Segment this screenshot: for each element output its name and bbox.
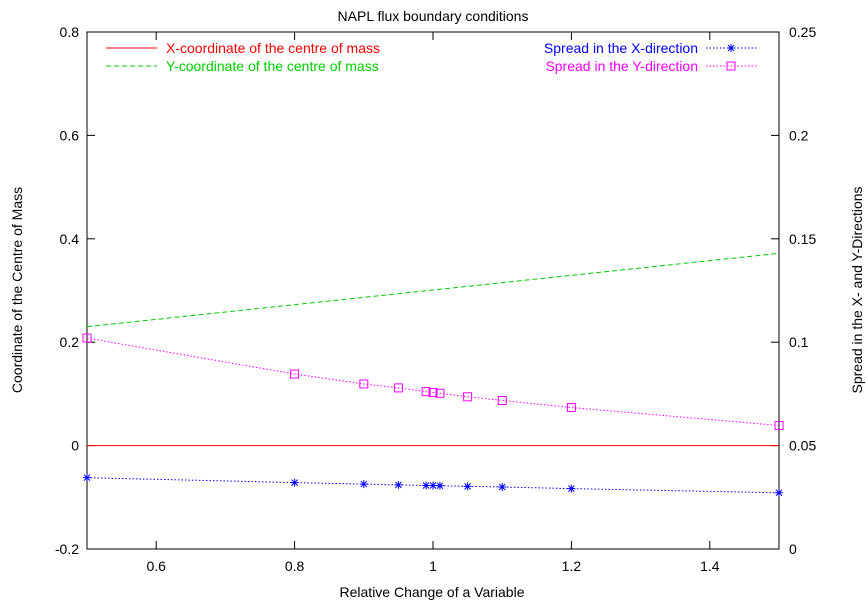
series-3-point (775, 488, 783, 497)
y-tick-label: 0.4 (60, 231, 80, 247)
y2-tick-label: 0.25 (789, 24, 816, 40)
series-4-point (497, 396, 507, 406)
plot-area: 0.6 0.8 1 1.2 1.4 -0.2 0 0.2 0.4 0.6 0.8 0 0.05 0.1 0.… (55, 24, 817, 574)
x-tick-label: 0.6 (146, 558, 166, 574)
y-axis-title: Coordinate of the Centre of Mass (9, 187, 25, 393)
series-line-4 (86, 337, 780, 426)
series-4-point (566, 403, 576, 413)
y2-tick-label: 0.15 (789, 231, 816, 247)
series-4-point (428, 387, 438, 397)
legend-left-label: X-coordinate of the centre of mass (166, 40, 380, 56)
series-3-point (83, 473, 91, 482)
legend-right-label: Spread in the Y-direction (545, 58, 698, 74)
y-tick-label: 0.6 (60, 127, 80, 143)
series-3-point (498, 482, 507, 491)
x-tick-label: 1 (429, 558, 437, 574)
y-tick-label: 0.2 (60, 334, 80, 350)
series-line-2 (86, 252, 780, 328)
series-4-point (290, 369, 300, 379)
x-tick-label: 1.4 (700, 558, 720, 574)
series-4-point (359, 379, 369, 389)
y-tick-label: 0 (71, 438, 79, 454)
series-4-point (435, 388, 445, 398)
y2-tick-label: 0 (789, 541, 797, 557)
series-4-point (393, 383, 403, 393)
x-tick-label: 1.2 (562, 558, 582, 574)
series-4-point (82, 333, 92, 343)
y2-tick-label: 0.1 (789, 334, 809, 350)
series-3-point (394, 480, 403, 489)
series-4-point (463, 392, 473, 402)
y2-tick-label: 0.05 (789, 438, 816, 454)
series-3-point (463, 482, 472, 491)
legend-right-marker (726, 61, 736, 71)
series-4-point (774, 421, 784, 431)
chart-title: NAPL flux boundary conditions (338, 8, 529, 24)
y2-axis-title: Spread in the X- and Y-Directions (849, 186, 865, 393)
series-3-point (435, 481, 444, 490)
series-3-point (429, 481, 437, 490)
series-3-point (290, 478, 299, 487)
legend-right-marker (727, 44, 735, 52)
x-axis-title: Relative Change of a Variable (340, 584, 525, 600)
series-3-point (359, 480, 368, 489)
legend-right-label: Spread in the X-direction (544, 40, 698, 56)
y-tick-label: 0.8 (60, 24, 80, 40)
x-tick-label: 0.8 (285, 558, 305, 574)
y-tick-label: -0.2 (55, 541, 79, 557)
series-3-point (422, 481, 431, 490)
y2-tick-label: 0.2 (789, 127, 809, 143)
legend-left-label: Y-coordinate of the centre of mass (166, 58, 379, 74)
series-line-3 (86, 477, 780, 494)
series-3-point (567, 484, 576, 493)
series-4-point (421, 387, 431, 397)
